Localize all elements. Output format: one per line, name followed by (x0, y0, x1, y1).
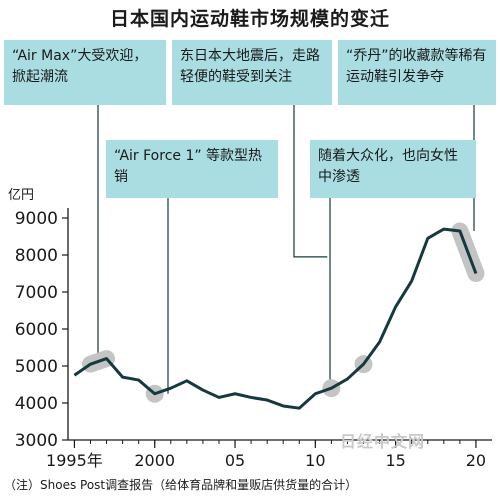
y-tick-label: 6000 (15, 320, 58, 340)
callout-air-max: “Air Max”大受欢迎，掀起潮流 (4, 40, 166, 105)
y-tick-label: 8000 (15, 246, 58, 266)
y-tick-label: 9000 (15, 209, 58, 229)
x-tick-label: 15 (385, 451, 405, 470)
y-axis-unit: 亿円 (8, 188, 35, 203)
callout-earthquake: 东日本大地震后，走路轻便的鞋受到关注 (172, 40, 332, 105)
callout-air-force-1: “Air Force 1” 等款型热销 (106, 140, 278, 198)
y-tick-label: 5000 (15, 357, 58, 377)
x-tick-label: 2000 (134, 451, 175, 470)
footnote: （注）Shoes Post调查报告（给体育品牌和量贩店供货量的合计） (4, 478, 358, 492)
chart-title: 日本国内运动鞋市场规模的变迁 (109, 8, 390, 30)
x-tick-label: 20 (466, 451, 486, 470)
watermark: 日经中文网 (340, 432, 426, 451)
series-line (73, 227, 478, 410)
y-tick-label: 7000 (15, 283, 58, 303)
callout-popularization: 随着大众化，也向女性中渗透 (310, 140, 476, 198)
callout-jordan: “乔丹”的收藏款等稀有运动鞋引发争夺 (338, 40, 496, 105)
callout-leader-line (293, 105, 328, 258)
x-tick-label: 10 (305, 451, 325, 470)
x-tick-label: 05 (225, 451, 245, 470)
y-tick-label: 3000 (15, 431, 58, 451)
x-tick-label: 1995年 (46, 451, 103, 470)
y-tick-label: 4000 (15, 394, 58, 414)
